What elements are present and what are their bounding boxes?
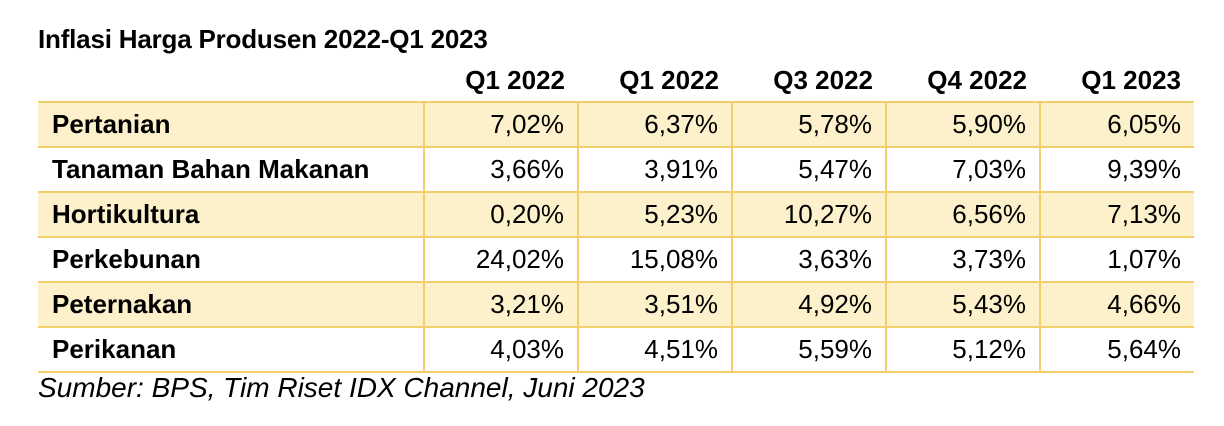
value-cell: 6,56% bbox=[885, 192, 1040, 237]
table-row: Hortikultura 0,20% 5,23% 10,27% 6,56% 7,… bbox=[38, 192, 1194, 237]
row-label: Perikanan bbox=[52, 334, 177, 364]
row-label: Tanaman Bahan Makanan bbox=[52, 154, 370, 184]
value-cell: 7,13% bbox=[1039, 192, 1194, 237]
value-cell: 5,12% bbox=[885, 327, 1040, 372]
header-cell-blank bbox=[38, 60, 424, 102]
table-row: Perikanan 4,03% 4,51% 5,59% 5,12% 5,64% bbox=[38, 327, 1194, 372]
header-cell: Q1 2022 bbox=[619, 65, 719, 95]
value-cell: 3,66% bbox=[423, 147, 578, 192]
row-label: Pertanian bbox=[38, 102, 424, 147]
header-cell: Q4 2022 bbox=[927, 65, 1027, 95]
value-cell: 9,39% bbox=[1039, 147, 1194, 192]
header-row: Q1 2022 Q1 2022 Q3 2022 Q4 2022 Q1 2023 bbox=[38, 60, 1194, 102]
table-row: Tanaman Bahan Makanan 3,66% 3,91% 5,47% … bbox=[38, 147, 1194, 192]
value-cell: 5,64% bbox=[1039, 327, 1194, 372]
source-note: Sumber: BPS, Tim Riset IDX Channel, Juni… bbox=[38, 372, 645, 403]
value-cell: 3,21% bbox=[423, 282, 578, 327]
table-row: Peternakan 3,21% 3,51% 4,92% 5,43% 4,66% bbox=[38, 282, 1194, 327]
row-label: Perkebunan bbox=[52, 244, 201, 274]
value-cell: 5,43% bbox=[885, 282, 1040, 327]
value-cell: 7,02% bbox=[423, 102, 578, 147]
value-cell: 1,07% bbox=[1039, 237, 1194, 282]
value-cell: 0,20% bbox=[423, 192, 578, 237]
row-label: Peternakan bbox=[38, 282, 424, 327]
value-cell: 6,37% bbox=[577, 102, 732, 147]
value-cell: 3,51% bbox=[577, 282, 732, 327]
value-cell: 7,03% bbox=[885, 147, 1040, 192]
value-cell: 15,08% bbox=[577, 237, 732, 282]
table-title: Inflasi Harga Produsen 2022-Q1 2023 bbox=[38, 24, 488, 54]
header-cell: Q1 2022 bbox=[465, 65, 565, 95]
header-cell: Q1 2023 bbox=[1081, 65, 1181, 95]
value-cell: 10,27% bbox=[731, 192, 886, 237]
table-row: Pertanian 7,02% 6,37% 5,78% 5,90% 6,05% bbox=[38, 102, 1194, 147]
value-cell: 5,23% bbox=[577, 192, 732, 237]
value-cell: 5,59% bbox=[731, 327, 886, 372]
value-cell: 24,02% bbox=[423, 237, 578, 282]
value-cell: 5,90% bbox=[885, 102, 1040, 147]
value-cell: 4,51% bbox=[577, 327, 732, 372]
inflation-table: Q1 2022 Q1 2022 Q3 2022 Q4 2022 Q1 2023 … bbox=[38, 60, 1194, 373]
value-cell: 3,63% bbox=[731, 237, 886, 282]
value-cell: 4,03% bbox=[423, 327, 578, 372]
row-label: Hortikultura bbox=[38, 192, 424, 237]
value-cell: 3,91% bbox=[577, 147, 732, 192]
value-cell: 5,47% bbox=[731, 147, 886, 192]
header-cell: Q3 2022 bbox=[773, 65, 873, 95]
value-cell: 4,66% bbox=[1039, 282, 1194, 327]
value-cell: 3,73% bbox=[885, 237, 1040, 282]
value-cell: 6,05% bbox=[1039, 102, 1194, 147]
value-cell: 4,92% bbox=[731, 282, 886, 327]
table-row: Perkebunan 24,02% 15,08% 3,63% 3,73% 1,0… bbox=[38, 237, 1194, 282]
value-cell: 5,78% bbox=[731, 102, 886, 147]
